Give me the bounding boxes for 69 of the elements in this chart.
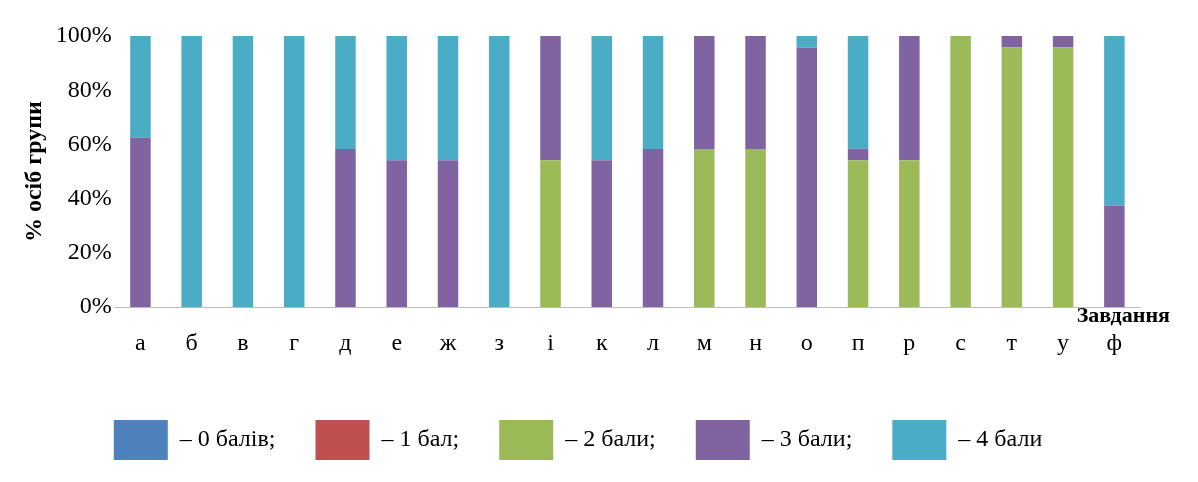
bar [130, 36, 151, 138]
x-tick-label: т [1006, 328, 1018, 355]
bar [847, 148, 869, 161]
bar [847, 36, 869, 149]
x-tick-label: н [749, 328, 763, 355]
bar [847, 160, 869, 308]
bar [386, 160, 407, 308]
x-tick-label: г [289, 328, 300, 355]
x-tick-label: о [800, 328, 813, 355]
x-tick-label: і [547, 328, 555, 355]
y-tick-label: 100% [55, 21, 112, 48]
bar [488, 36, 510, 308]
x-tick-label: п [851, 328, 865, 355]
y-tick-label: 40% [67, 184, 112, 211]
bar [796, 36, 818, 48]
y-axis-title: % осіб групи [19, 100, 46, 243]
legend-label: – 3 бали; [760, 425, 853, 452]
legend-label: – 0 балів; [178, 425, 276, 452]
bar [130, 137, 151, 308]
y-tick-label: 20% [67, 238, 112, 265]
bar [181, 36, 202, 308]
x-tick-label: в [237, 328, 249, 355]
bar [335, 36, 356, 150]
y-tick-label: 60% [67, 129, 112, 156]
x-tick-label: м [696, 328, 712, 355]
bar [232, 36, 254, 308]
bar [899, 36, 920, 161]
x-tick-label: б [185, 328, 198, 355]
bar [796, 47, 818, 308]
bar [386, 36, 407, 161]
bar [950, 36, 971, 308]
bar [283, 36, 305, 308]
x-tick-label: д [339, 328, 352, 355]
legend-label: – 2 бали; [564, 425, 656, 452]
bar [1104, 205, 1125, 308]
y-tick-label: 80% [67, 75, 112, 102]
x-axis-title: Завдання [1076, 301, 1171, 327]
bar [1104, 36, 1125, 206]
bar [899, 160, 920, 308]
bar [694, 149, 715, 308]
bar [540, 36, 561, 161]
x-tick-label: л [647, 328, 660, 355]
bar [1001, 36, 1023, 48]
bar [591, 160, 613, 308]
bar [335, 149, 356, 308]
bar [1052, 36, 1074, 48]
x-tick-label: а [135, 328, 147, 355]
bar [642, 36, 664, 150]
bar [591, 36, 613, 161]
bar [1052, 47, 1074, 308]
legend-label: – 4 бали [957, 425, 1043, 452]
bar [540, 160, 561, 308]
y-tick-label: 0% [79, 292, 112, 319]
bar [642, 149, 664, 308]
legend-label: – 1 бал; [380, 425, 460, 452]
x-tick-label: с [955, 328, 966, 355]
x-tick-label: з [494, 328, 504, 355]
bar [745, 36, 766, 150]
x-tick-label: ж [438, 328, 457, 355]
x-tick-label: к [595, 328, 608, 355]
bar [437, 160, 459, 308]
bar [437, 36, 459, 161]
x-tick-label: у [1057, 328, 1070, 355]
bar [1001, 47, 1023, 308]
bar [745, 149, 766, 308]
x-tick-label: ф [1106, 328, 1123, 355]
x-tick-label: е [391, 328, 403, 355]
bar [694, 36, 715, 150]
x-tick-label: р [903, 328, 916, 355]
